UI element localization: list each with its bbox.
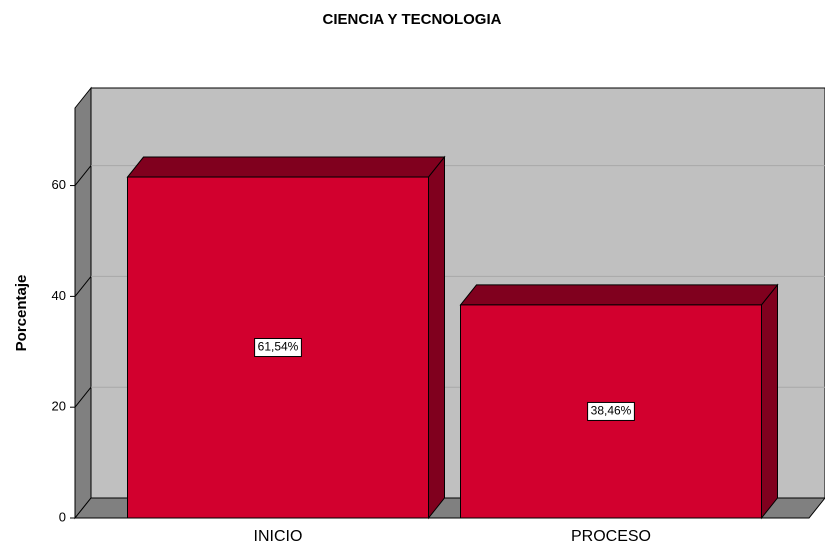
value-label: 61,54% [258,340,299,354]
value-label-box [587,401,635,421]
chart-title: CIENCIA Y TECNOLOGIA [323,11,502,28]
bar-side [761,283,778,520]
y-tick-label: 60 [52,177,66,192]
wall-tick [74,165,92,186]
y-tick-label: 0 [59,509,66,524]
x-tick-label: INICIO [254,528,303,545]
y-axis-label: Porcentaje [13,275,30,352]
bar-side [428,155,445,520]
x-tick-label: PROCESO [571,528,651,545]
y-tick-label: 20 [52,399,66,414]
left-wall [74,86,92,520]
bar-top [126,156,446,178]
value-label-box [254,338,302,358]
wall-tick [74,276,92,297]
bar-top [459,284,779,306]
y-tick-label: 40 [52,288,66,303]
wall-tick [74,386,92,408]
value-label: 38,46% [591,404,632,418]
